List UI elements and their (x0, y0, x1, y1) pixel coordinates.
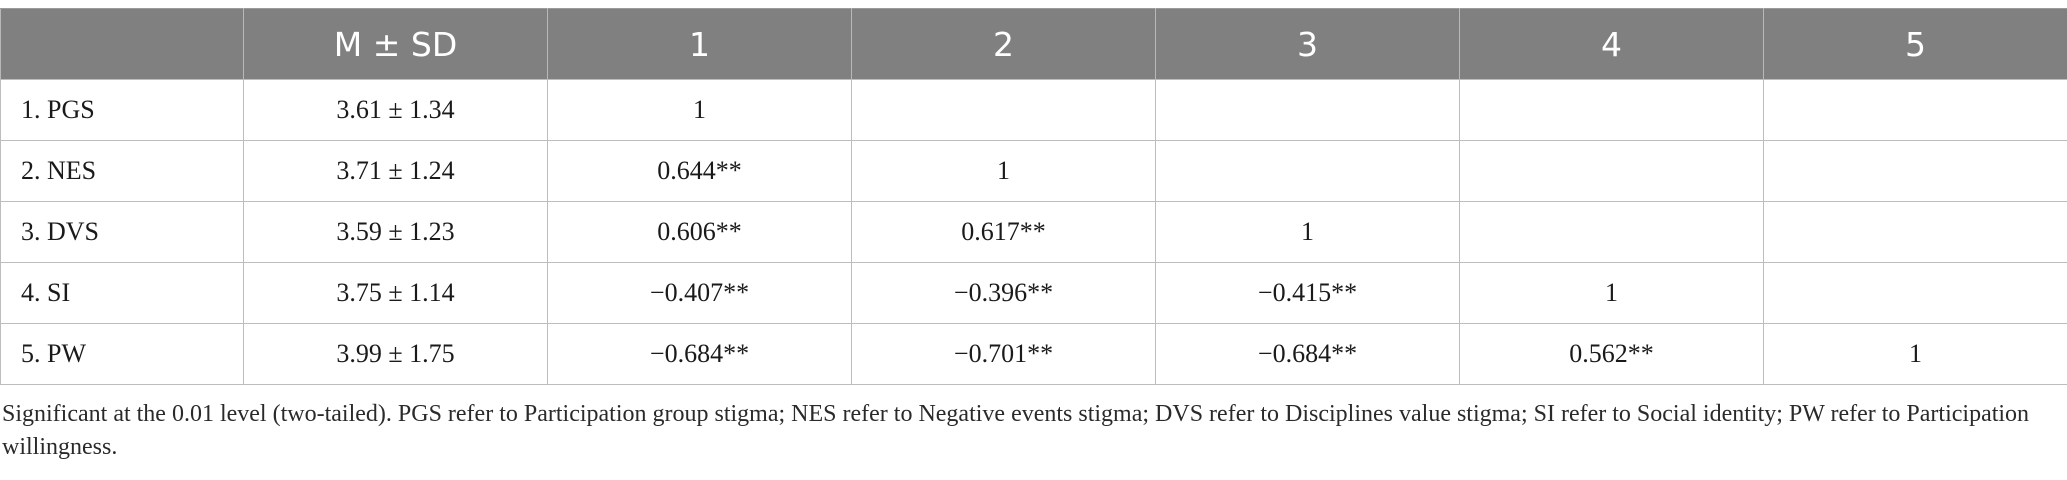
correlation-cell: 1 (851, 140, 1156, 202)
correlation-cell (1763, 79, 2067, 141)
correlation-cell (1763, 262, 2067, 324)
table-row: 5. PW 3.99 ± 1.75 −0.684** −0.701** −0.6… (0, 323, 2067, 385)
correlation-cell (1459, 79, 1764, 141)
correlation-table-container: M ± SD 1 2 3 4 5 1. PGS 3.61 ± 1.34 1 2.… (0, 8, 2067, 385)
header-cell-3: 3 (1155, 8, 1460, 80)
correlation-cell: 1 (1155, 201, 1460, 263)
mean-sd-cell: 3.99 ± 1.75 (243, 323, 548, 385)
header-cell-2: 2 (851, 8, 1156, 80)
correlation-cell (1763, 140, 2067, 202)
table-footnote: Significant at the 0.01 level (two-taile… (2, 401, 2030, 460)
table-row: 2. NES 3.71 ± 1.24 0.644** 1 (0, 140, 2067, 202)
correlation-cell: 0.606** (547, 201, 852, 263)
correlation-cell (1155, 140, 1460, 202)
row-label: 2. NES (0, 140, 244, 202)
table-header-row: M ± SD 1 2 3 4 5 (0, 8, 2067, 80)
correlation-cell: 0.644** (547, 140, 852, 202)
header-cell-variable (0, 8, 244, 80)
row-label: 5. PW (0, 323, 244, 385)
mean-sd-cell: 3.75 ± 1.14 (243, 262, 548, 324)
correlation-cell: 0.562** (1459, 323, 1764, 385)
table-row: 1. PGS 3.61 ± 1.34 1 (0, 79, 2067, 141)
correlation-table: M ± SD 1 2 3 4 5 1. PGS 3.61 ± 1.34 1 2.… (0, 8, 2067, 385)
table-row: 4. SI 3.75 ± 1.14 −0.407** −0.396** −0.4… (0, 262, 2067, 324)
correlation-cell: 1 (547, 79, 852, 141)
table-row: 3. DVS 3.59 ± 1.23 0.606** 0.617** 1 (0, 201, 2067, 263)
correlation-cell: −0.407** (547, 262, 852, 324)
correlation-cell (1763, 201, 2067, 263)
correlation-cell: 0.617** (851, 201, 1156, 263)
header-cell-5: 5 (1763, 8, 2067, 80)
header-cell-mean-sd: M ± SD (243, 8, 548, 80)
correlation-cell (1459, 201, 1764, 263)
correlation-cell (851, 79, 1156, 141)
header-cell-1: 1 (547, 8, 852, 80)
header-cell-4: 4 (1459, 8, 1764, 80)
mean-sd-cell: 3.71 ± 1.24 (243, 140, 548, 202)
correlation-cell: −0.415** (1155, 262, 1460, 324)
mean-sd-cell: 3.59 ± 1.23 (243, 201, 548, 263)
correlation-cell: −0.684** (547, 323, 852, 385)
correlation-cell: −0.396** (851, 262, 1156, 324)
mean-sd-cell: 3.61 ± 1.34 (243, 79, 548, 141)
row-label: 1. PGS (0, 79, 244, 141)
correlation-cell: 1 (1763, 323, 2067, 385)
correlation-cell: −0.684** (1155, 323, 1460, 385)
correlation-cell (1459, 140, 1764, 202)
row-label: 3. DVS (0, 201, 244, 263)
correlation-cell (1155, 79, 1460, 141)
row-label: 4. SI (0, 262, 244, 324)
correlation-cell: −0.701** (851, 323, 1156, 385)
correlation-cell: 1 (1459, 262, 1764, 324)
